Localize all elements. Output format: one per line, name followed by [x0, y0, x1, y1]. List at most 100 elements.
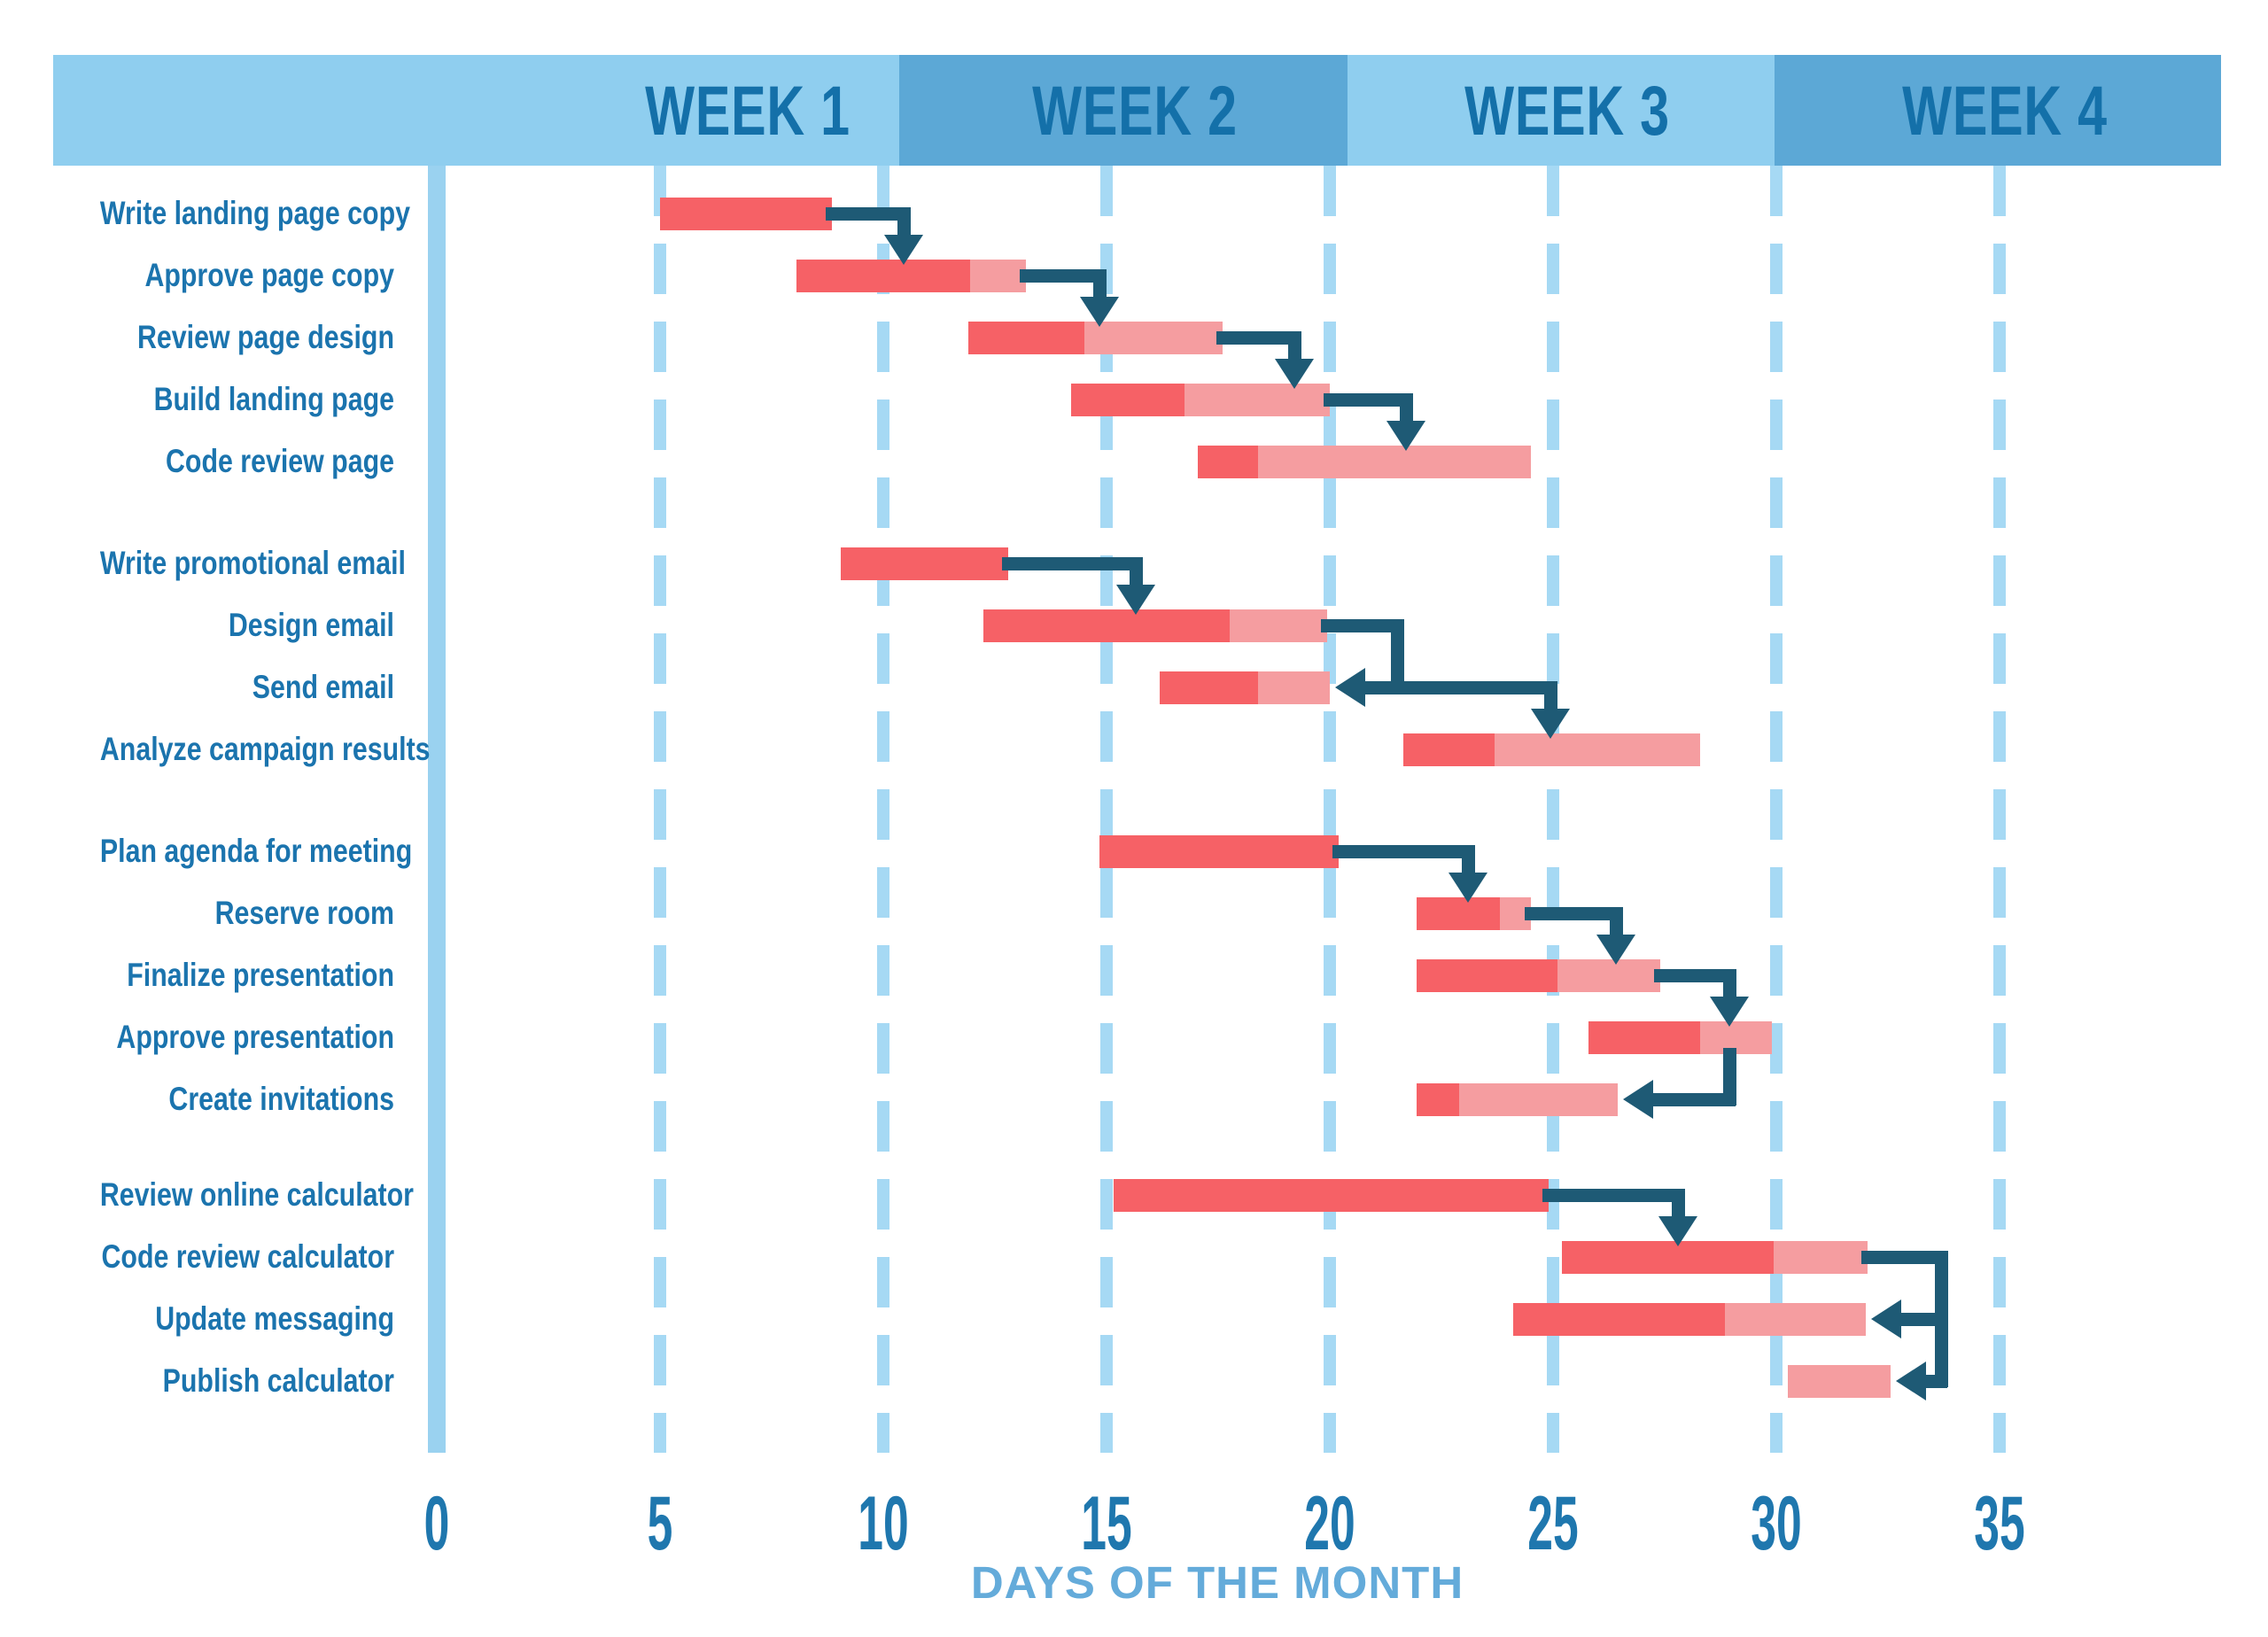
dependency-line — [826, 207, 910, 221]
dependency-arrowhead-down — [1596, 935, 1635, 965]
task-label: Write landing page copy — [99, 195, 410, 231]
task-label: Send email — [252, 669, 394, 705]
task-bar-completed — [1512, 1303, 1726, 1336]
task-label: Create invitations — [168, 1081, 394, 1117]
week-header-label: WEEK 1 — [645, 71, 850, 150]
task-label: Review online calculator — [99, 1176, 414, 1213]
dependency-arrowhead-down — [1115, 585, 1155, 615]
dependency-line — [1542, 1189, 1685, 1202]
gridline-day-10-dashed — [877, 166, 889, 1453]
dependency-arrowhead-down — [1386, 421, 1425, 451]
task-bar-remaining — [1725, 1303, 1866, 1336]
dependency-line — [1324, 393, 1412, 407]
week-header-label: WEEK 4 — [1902, 71, 2108, 150]
dependency-line — [1524, 907, 1622, 920]
task-bar-remaining — [1258, 446, 1531, 478]
task-label: Approve presentation — [116, 1019, 394, 1055]
task-bar-completed — [841, 547, 1009, 580]
task-bar-completed — [1198, 446, 1259, 478]
task-label: Design email — [228, 607, 394, 643]
dependency-arrowhead-down — [1274, 359, 1314, 389]
task-label: Reserve room — [214, 895, 394, 931]
dependency-line — [1020, 269, 1107, 283]
dependency-line — [1390, 681, 1557, 694]
task-label: Build landing page — [153, 381, 394, 417]
task-label: Review page design — [136, 319, 394, 355]
dependency-line — [1332, 845, 1475, 858]
task-bar-completed — [660, 198, 833, 230]
week-header-label: WEEK 3 — [1464, 71, 1670, 150]
dependency-line — [1723, 1048, 1737, 1106]
task-label: Publish calculator — [162, 1362, 394, 1399]
gridline-day-15-dashed — [1100, 166, 1113, 1453]
task-bar-remaining — [1258, 671, 1330, 704]
week-header-band: WEEK 1 WEEK 2 WEEK 3 WEEK 4 — [53, 55, 2221, 166]
dependency-line — [1891, 1313, 1948, 1326]
gridline-day-35-dashed — [1993, 166, 2006, 1453]
task-bar-remaining — [1184, 384, 1330, 416]
dependency-arrowhead-down — [1449, 873, 1488, 903]
dependency-line — [1216, 331, 1301, 345]
dependency-line — [1653, 969, 1736, 982]
task-bar-remaining — [1229, 609, 1328, 642]
task-bar-remaining — [1557, 959, 1660, 992]
dependency-arrowhead-down — [1710, 997, 1750, 1027]
dependency-line — [1861, 1251, 1948, 1264]
week-band-3 — [1348, 55, 1775, 166]
gridline-day-5-dashed — [654, 166, 666, 1453]
task-bar-completed — [967, 322, 1084, 354]
task-label: Update messaging — [155, 1300, 395, 1337]
task-label: Code review page — [166, 443, 394, 479]
gridline-day-25-dashed — [1547, 166, 1559, 1453]
gridline-day-20-dashed — [1324, 166, 1336, 1453]
dependency-arrowhead-left — [1335, 668, 1365, 707]
task-bar-completed — [1417, 1083, 1460, 1116]
dependency-line — [1643, 1093, 1736, 1106]
dependency-arrowhead-left — [1623, 1080, 1654, 1119]
x-tick-label: 15 — [1081, 1481, 1132, 1566]
task-bar-remaining — [1495, 733, 1701, 766]
x-tick-label: 20 — [1304, 1481, 1355, 1566]
task-bar-completed — [1562, 1241, 1775, 1274]
task-bar-completed — [1588, 1021, 1701, 1054]
gridline-day-0-solid — [428, 166, 446, 1453]
gridline-day-30-dashed — [1770, 166, 1783, 1453]
task-bar-completed — [1099, 835, 1340, 868]
task-bar-completed — [1160, 671, 1259, 704]
task-label: Plan agenda for meeting — [99, 833, 413, 869]
dependency-arrowhead-down — [1531, 709, 1571, 739]
task-label: Analyze campaign results — [99, 731, 431, 767]
task-bar-completed — [1070, 384, 1185, 416]
task-label: Write promotional email — [99, 545, 406, 581]
x-tick-label: 10 — [858, 1481, 909, 1566]
task-bar-remaining — [1084, 322, 1223, 354]
dependency-line — [1321, 619, 1403, 632]
x-tick-label: 5 — [647, 1481, 673, 1566]
x-tick-label: 30 — [1751, 1481, 1802, 1566]
week-band-4 — [1775, 55, 2221, 166]
dependency-arrowhead-left — [1870, 1300, 1901, 1338]
x-tick-label: 0 — [423, 1481, 450, 1566]
task-bar-completed — [1417, 959, 1558, 992]
task-bar-remaining — [1774, 1241, 1868, 1274]
dependency-arrowhead-down — [1080, 297, 1120, 327]
task-bar-completed — [796, 260, 971, 292]
week-header-label: WEEK 2 — [1032, 71, 1238, 150]
x-axis-title: DAYS OF THE MONTH — [970, 1557, 1464, 1608]
task-bar-completed — [1403, 733, 1495, 766]
task-bar-completed — [1113, 1179, 1549, 1212]
task-label: Finalize presentation — [127, 957, 394, 993]
task-bar-completed — [1417, 897, 1500, 930]
task-bar-remaining — [1459, 1083, 1619, 1116]
task-bar-remaining — [970, 260, 1027, 292]
x-tick-label: 25 — [1527, 1481, 1579, 1566]
week-band-1 — [53, 55, 899, 166]
task-bar-completed — [983, 609, 1230, 642]
task-label: Code review calculator — [101, 1238, 394, 1275]
task-bar-remaining — [1787, 1365, 1891, 1398]
x-tick-label: 35 — [1974, 1481, 2025, 1566]
task-label: Approve page copy — [144, 257, 394, 293]
dependency-line — [1002, 557, 1142, 570]
dependency-arrowhead-down — [1658, 1216, 1698, 1246]
